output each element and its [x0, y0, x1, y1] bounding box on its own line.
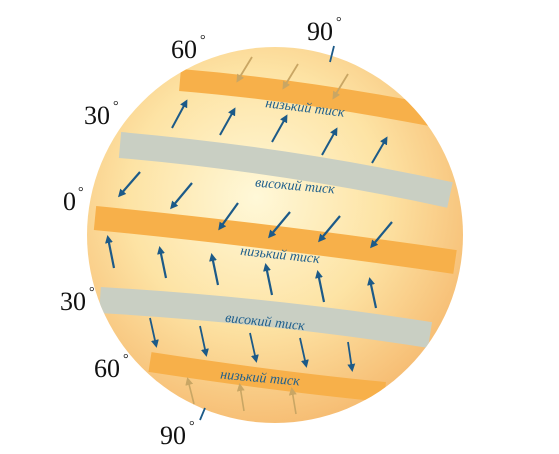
north-westerlies [171, 99, 388, 164]
wind-arrow [149, 317, 159, 348]
wind-arrow [263, 263, 274, 296]
wind-arrow [318, 215, 341, 243]
wind-arrow [219, 107, 236, 136]
wind-arrow [371, 136, 388, 164]
latitude-label-south-60: 60 ° [94, 352, 129, 383]
latitude-label-equator: 0 ° [63, 185, 84, 216]
zone-label-north-high: високий тиск [255, 176, 336, 198]
south-pole-axis [199, 407, 206, 421]
wind-arrow [315, 270, 326, 303]
wind-arrow [170, 182, 193, 210]
svg-text:°: ° [113, 99, 119, 114]
latitude-label-south-30: 30 ° [60, 285, 95, 316]
south-trade-winds [105, 235, 378, 309]
svg-text:°: ° [89, 285, 95, 300]
wind-arrow [282, 63, 299, 90]
wind-arrow [199, 325, 209, 357]
latitude-label-north-30: 30 ° [84, 99, 119, 130]
svg-text:°: ° [78, 185, 84, 200]
wind-arrow [185, 377, 195, 405]
svg-text:30: 30 [84, 101, 110, 130]
wind-arrow [347, 341, 356, 372]
svg-text:0: 0 [63, 187, 76, 216]
wind-arrow [321, 127, 338, 156]
wind-arrow [271, 114, 288, 143]
svg-text:60: 60 [94, 354, 120, 383]
svg-text:90: 90 [160, 421, 186, 450]
wind-arrow [299, 337, 309, 368]
wind-arrow [367, 277, 378, 309]
wind-arrow [105, 235, 116, 269]
svg-text:°: ° [200, 33, 206, 48]
south-westerlies [149, 317, 356, 372]
wind-arrow [288, 387, 297, 415]
wind-arrow [370, 221, 393, 249]
svg-text:°: ° [123, 352, 129, 367]
wind-arrow [236, 56, 253, 83]
wind-arrow [171, 99, 188, 129]
latitude-label-north-pole: 90 ° [307, 15, 342, 46]
wind-arrow [157, 246, 168, 279]
wind-arrow [249, 332, 259, 363]
wind-arrow [236, 383, 245, 412]
latitude-label-north-60: 60 ° [171, 33, 206, 64]
wind-arrow [209, 253, 220, 286]
wind-arrow [218, 202, 239, 231]
north-pole-axis [329, 45, 335, 63]
svg-text:30: 30 [60, 287, 86, 316]
latitude-label-south-pole: 90 ° [160, 419, 195, 450]
south-polar-winds [185, 377, 297, 415]
wind-arrow [268, 211, 291, 239]
wind-arrow [332, 73, 349, 100]
svg-text:60: 60 [171, 35, 197, 64]
north-trade-winds [118, 171, 393, 249]
north-polar-winds [236, 56, 349, 100]
svg-text:90: 90 [307, 17, 333, 46]
wind-arrow [118, 171, 141, 198]
svg-text:°: ° [336, 15, 342, 30]
svg-text:°: ° [189, 419, 195, 434]
